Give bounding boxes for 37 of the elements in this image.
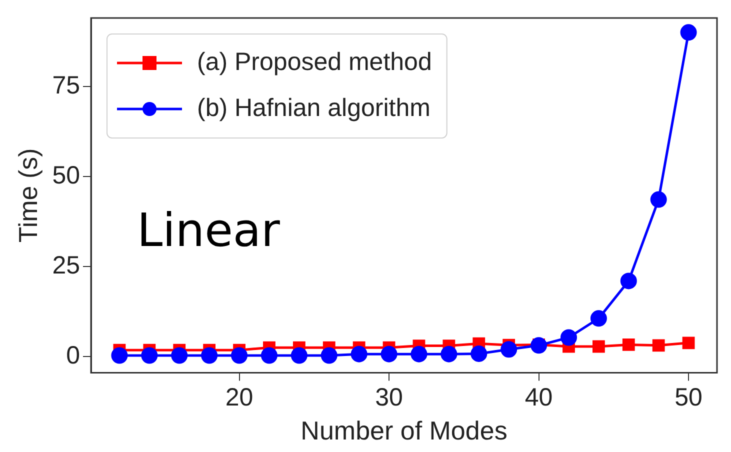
- point: [530, 337, 548, 354]
- point: [620, 272, 637, 290]
- point: [111, 347, 128, 364]
- legend-label: (b) Hafnian algorithm: [197, 94, 430, 122]
- y-tick-label: 75: [52, 71, 80, 100]
- point: [560, 329, 577, 346]
- point: [231, 347, 248, 364]
- point: [680, 24, 697, 41]
- point: [141, 347, 158, 364]
- x-tick-label: 20: [225, 384, 254, 412]
- annotation: Linear: [137, 202, 280, 257]
- point: [650, 191, 667, 208]
- legend-label: (a) Proposed method: [197, 48, 432, 76]
- point: [290, 347, 308, 364]
- point: [410, 346, 428, 362]
- point: [652, 339, 665, 352]
- point: [590, 310, 607, 327]
- point: [682, 336, 695, 350]
- point: [500, 341, 518, 358]
- point: [201, 347, 218, 364]
- y-tick-label: 50: [52, 161, 80, 190]
- x-tick-label: 40: [524, 384, 553, 412]
- y-tick-label: 0: [66, 341, 80, 370]
- point: [350, 346, 368, 362]
- point: [380, 346, 398, 362]
- x-axis-title: Number of Modes: [300, 416, 508, 446]
- point: [622, 338, 635, 351]
- point: [440, 346, 458, 362]
- point: [470, 345, 488, 362]
- y-axis-title: Time (s): [12, 148, 43, 243]
- point: [171, 347, 188, 364]
- point: [592, 340, 605, 353]
- x-tick-label: 30: [375, 384, 403, 412]
- y-tick-label: 25: [52, 251, 80, 280]
- point: [320, 347, 338, 364]
- x-tick-label: 50: [674, 384, 702, 412]
- point: [260, 347, 278, 364]
